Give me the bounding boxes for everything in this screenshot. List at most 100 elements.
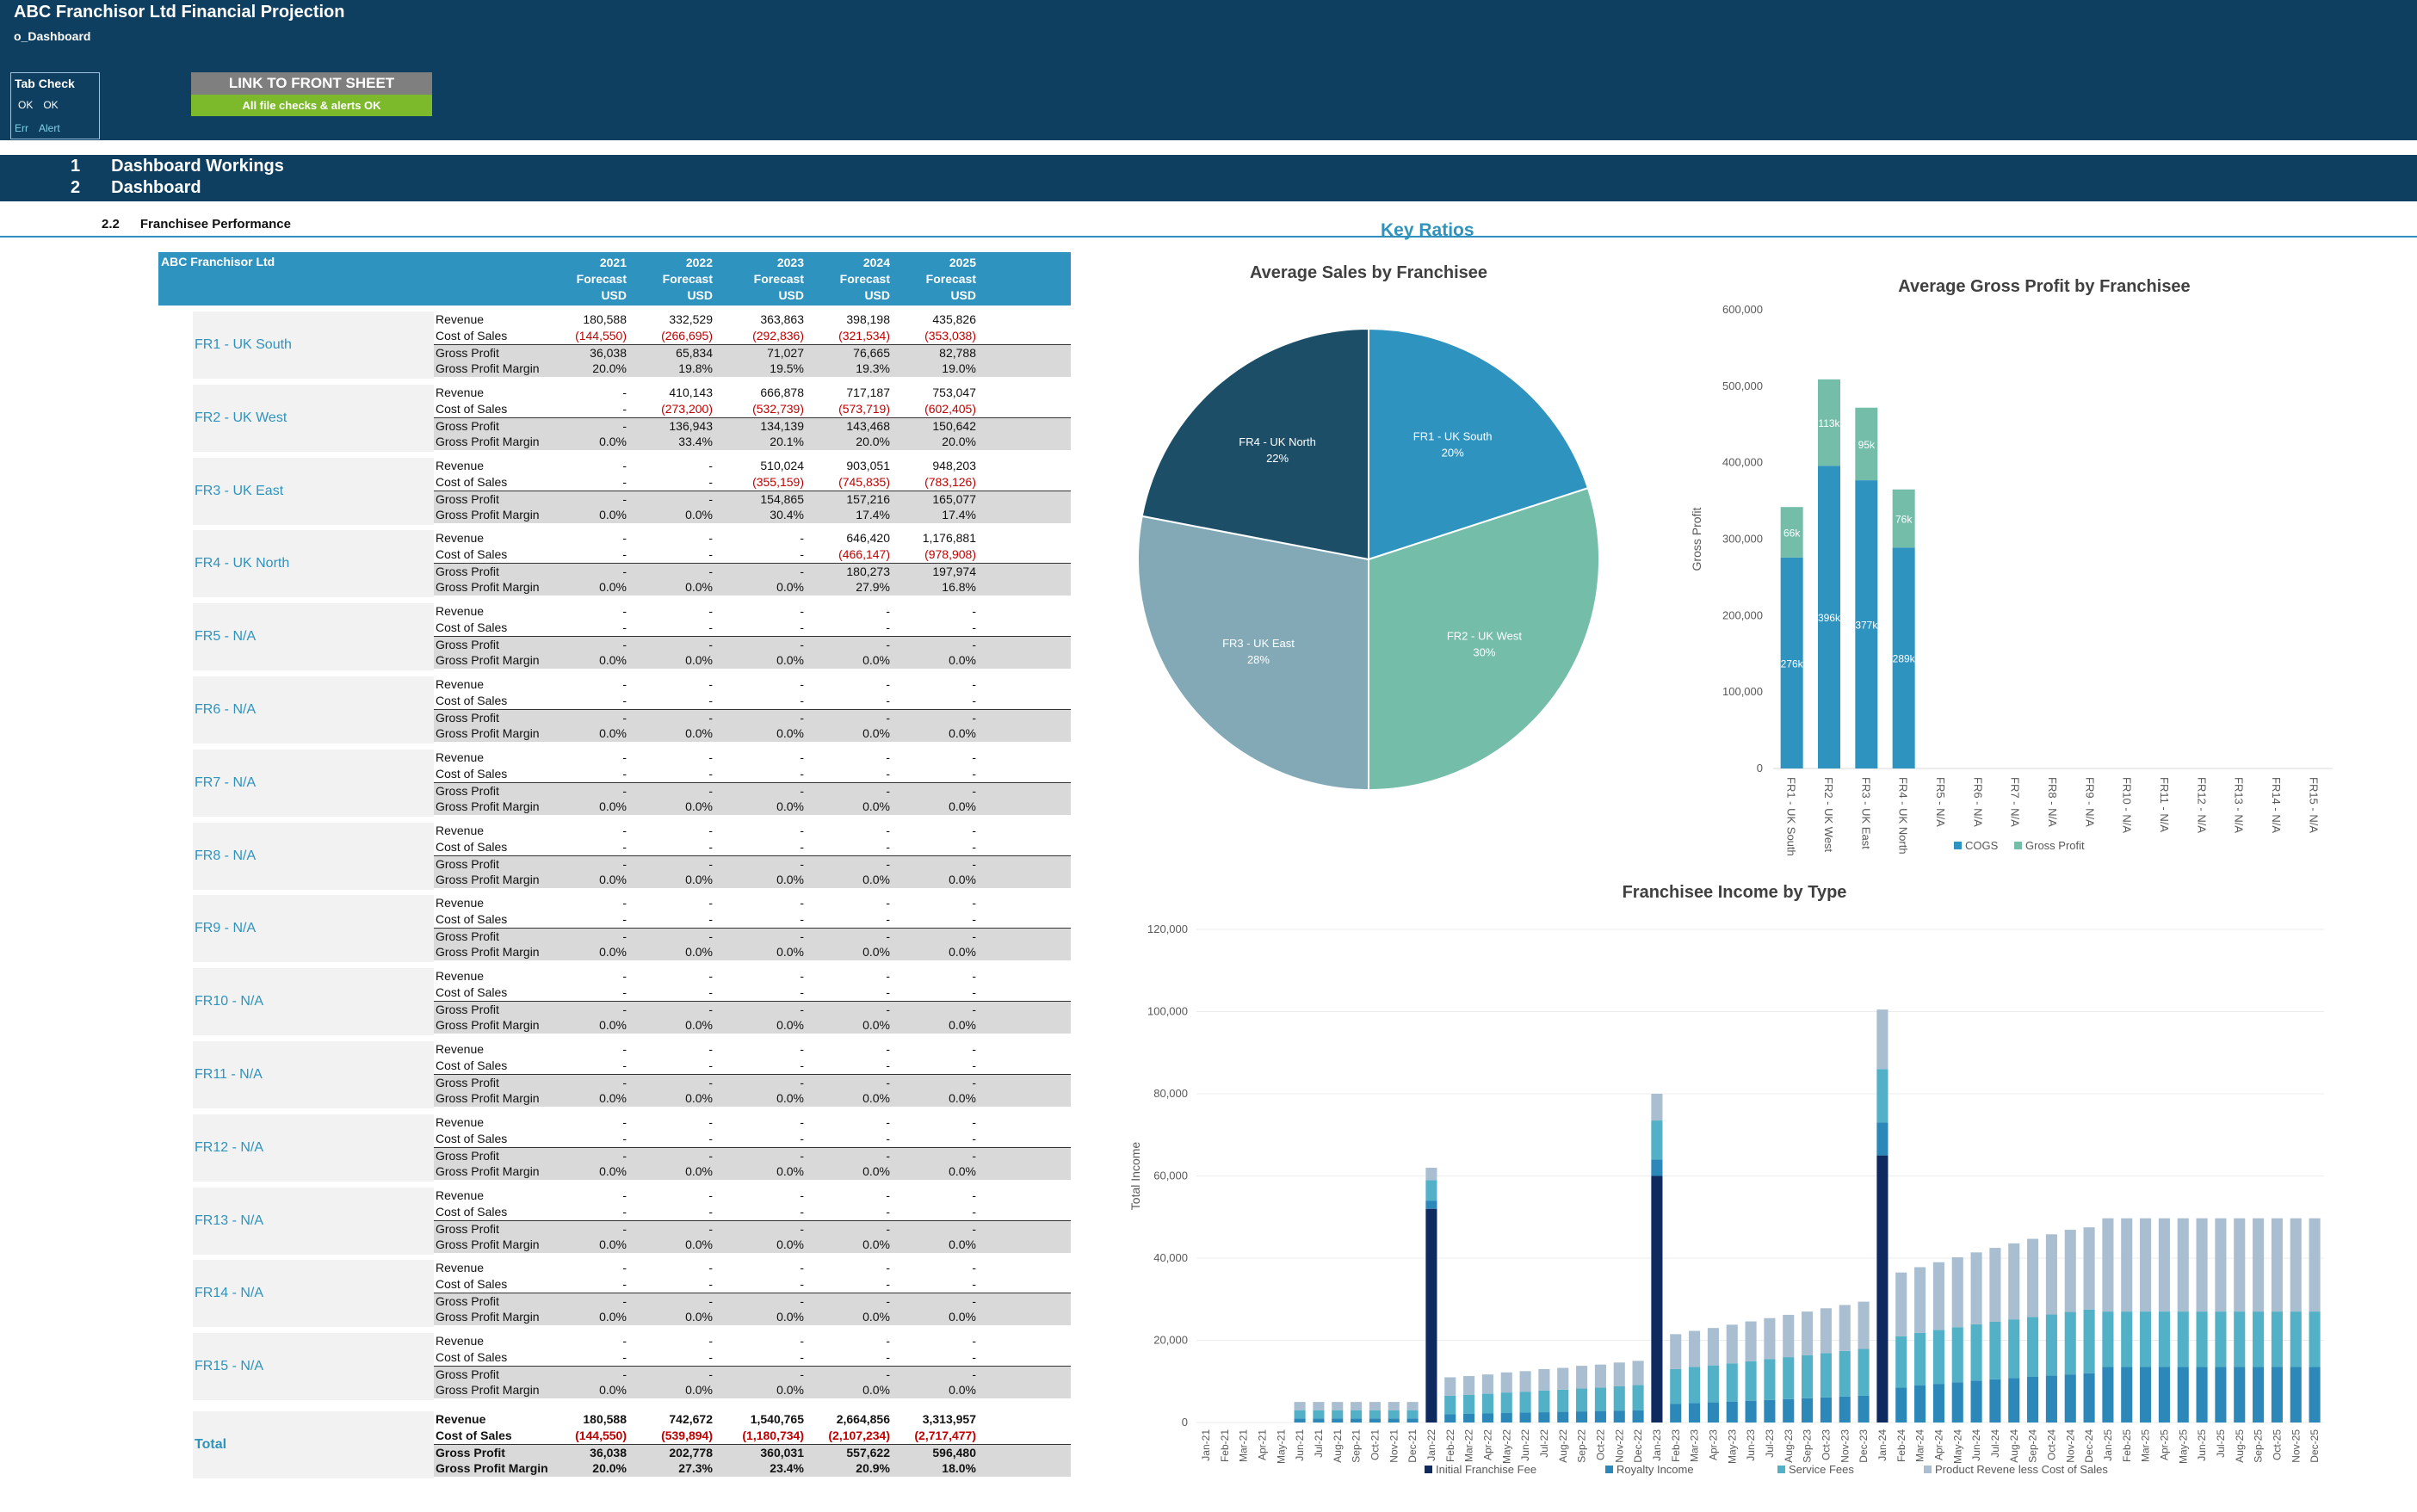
table-cell: 0.0% — [599, 1310, 627, 1324]
bar-segment — [1818, 466, 1840, 768]
bar-segment — [1425, 1180, 1437, 1201]
table-cell: 0.0% — [685, 580, 713, 595]
table-cell: - — [622, 1131, 627, 1145]
bar-segment — [1481, 1374, 1493, 1394]
bar-segment — [1670, 1404, 1682, 1423]
average-sales-pie-chart: FR1 - UK South 20% FR2 - UK West 30% FR3 - U… — [1137, 327, 1600, 792]
bar-segment — [1519, 1371, 1531, 1392]
legend-label: Service Fees — [1789, 1463, 1854, 1476]
table-cell: - — [622, 531, 627, 546]
table-row: Gross Profit Margin 0.0% 0.0% 0.0% 0.0% 0.0% — [434, 944, 1071, 961]
franchisee-block: FR14 - N/A Revenue - - - - - Cost of Sales - - - - -… — [193, 1260, 1071, 1328]
table-cell: 0.0% — [685, 1237, 713, 1251]
bar-segment — [1726, 1401, 1738, 1423]
legend-swatch — [1605, 1466, 1613, 1473]
table-cell: (602,405) — [924, 401, 976, 416]
bar-segment — [1519, 1412, 1531, 1423]
bar-segment — [2083, 1309, 2095, 1373]
bar-segment — [1444, 1377, 1456, 1396]
table-cell: 332,529 — [669, 312, 713, 326]
table-cell: - — [622, 638, 627, 652]
table-cell: 646,420 — [846, 531, 890, 546]
table-cell: - — [622, 458, 627, 472]
table-row: Revenue - - - - - — [434, 1333, 1071, 1349]
pie-slice-label: FR3 - UK East — [1222, 637, 1295, 650]
table-row: Gross Profit - - - - - — [434, 709, 1071, 725]
bar-segment — [1444, 1395, 1456, 1415]
table-cell: 0.0% — [776, 1383, 804, 1398]
x-tick-label: Jul-24 — [1989, 1429, 2001, 1458]
table-row: Gross Profit - - - - - — [434, 636, 1071, 653]
x-tick-label: FR14 - N/A — [2270, 777, 2283, 833]
link-to-front-sheet-button[interactable]: LINK TO FRONT SHEET — [191, 72, 432, 95]
table-cell: 0.0% — [599, 653, 627, 668]
table-cell: - — [708, 1204, 713, 1219]
franchisee-name: FR10 - N/A — [193, 968, 434, 1036]
x-tick-label: Oct-21 — [1369, 1429, 1381, 1460]
bar-segment — [1858, 1301, 1870, 1349]
table-cell: 0.0% — [949, 1237, 976, 1251]
bar-segment — [1651, 1159, 1663, 1176]
x-tick-label: Aug-21 — [1332, 1429, 1344, 1463]
table-cell: 742,672 — [669, 1412, 713, 1426]
bar-segment — [1876, 1069, 1888, 1123]
checks-status: All file checks & alerts OK — [191, 95, 432, 116]
bar-segment — [1519, 1392, 1531, 1413]
bar-segment — [1783, 1314, 1795, 1358]
bar-segment — [1369, 1410, 1381, 1419]
bar-segment — [1764, 1359, 1776, 1400]
franchisee-income-bar-chart: 0 20,000 40,000 60,000 80,000 100,000 120,000 T… — [1128, 923, 2324, 1476]
table-cell: 596,480 — [932, 1446, 976, 1460]
table-cell: - — [622, 418, 627, 433]
y-tick-label: 80,000 — [1153, 1087, 1188, 1100]
sheet-name: o_Dashboard — [14, 29, 91, 43]
x-tick-label: Mar-24 — [1914, 1429, 1926, 1462]
table-cell: 19.3% — [856, 361, 890, 375]
table-cell: - — [972, 1042, 976, 1056]
row-label: Cost of Sales — [436, 474, 508, 489]
franchisee-block: FR13 - N/A Revenue - - - - - Cost of Sales - - - - -… — [193, 1187, 1071, 1255]
table-cell: - — [886, 1188, 890, 1202]
table-cell: 0.0% — [776, 1310, 804, 1324]
x-tick-label: Jul-21 — [1313, 1429, 1325, 1458]
x-tick-label: Dec-21 — [1406, 1429, 1419, 1463]
section-link-dashboard-workings[interactable]: Dashboard Workings — [111, 157, 284, 176]
x-tick-label: FR6 - N/A — [1971, 777, 1984, 827]
bar-segment — [1444, 1414, 1456, 1423]
row-label: Cost of Sales — [436, 1277, 508, 1292]
row-label: Gross Profit — [436, 856, 499, 871]
table-cell: - — [622, 1350, 627, 1365]
table-cell: (783,126) — [924, 474, 976, 489]
tab-check-alert: Alert — [39, 122, 60, 134]
table-row: Gross Profit 36,038 65,834 71,027 76,665 82,7… — [434, 344, 1071, 361]
table-cell: 0.0% — [949, 945, 976, 960]
table-cell: - — [708, 458, 713, 472]
table-cell: - — [622, 1148, 627, 1163]
table-row: Cost of Sales - - - - - — [434, 1058, 1071, 1074]
table-cell: - — [886, 1131, 890, 1145]
bar-segment — [1670, 1368, 1682, 1404]
bar-segment — [1707, 1365, 1719, 1403]
row-label: Gross Profit — [436, 491, 499, 506]
bar-segment — [1557, 1389, 1569, 1412]
table-cell: 180,588 — [583, 1412, 627, 1426]
table-cell: 0.0% — [862, 1237, 890, 1251]
x-tick-label: Sep-24 — [2027, 1429, 2039, 1463]
total-block: Total Revenue 180,588 742,672 1,540,765 2,664… — [193, 1411, 1071, 1478]
bar-segment — [2008, 1378, 2020, 1423]
bar-segment — [2102, 1218, 2114, 1312]
table-cell: (532,739) — [752, 401, 804, 416]
bar-segment — [1914, 1385, 1926, 1423]
table-cell: 136,943 — [669, 418, 713, 433]
y-tick-label: 200,000 — [1722, 608, 1763, 621]
table-cell: - — [800, 1261, 804, 1275]
table-cell: 180,273 — [846, 565, 890, 579]
table-cell: - — [708, 604, 713, 619]
x-tick-label: Sep-22 — [1576, 1429, 1588, 1463]
table-cell: - — [800, 694, 804, 707]
gross-profit-bar-chart: 0 100,000 200,000 300,000 400,000 500,000 600,… — [1690, 303, 2333, 856]
bar-segment — [1707, 1328, 1719, 1366]
table-cell: 0.0% — [599, 1383, 627, 1398]
bar-segment — [1557, 1367, 1569, 1390]
section-link-dashboard[interactable]: Dashboard — [111, 178, 201, 197]
